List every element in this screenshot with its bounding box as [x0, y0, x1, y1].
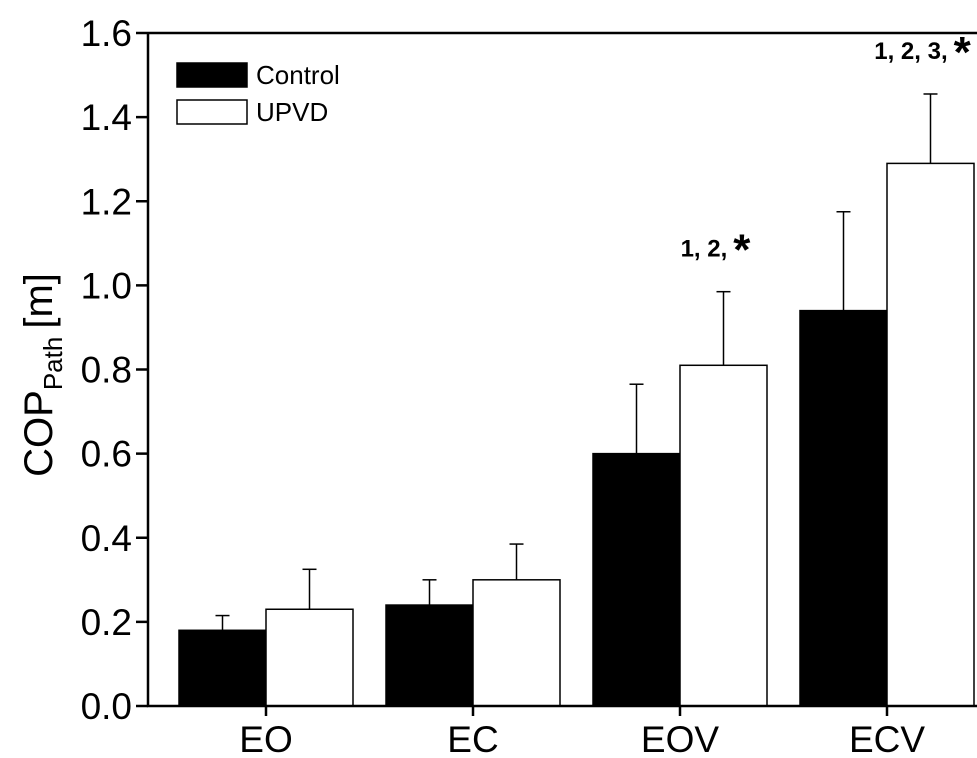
bar-upvd-ec — [472, 579, 561, 707]
significance-annotations: 1, 2, *1, 2, 3, * — [681, 28, 972, 275]
y-tick-label: 1.2 — [81, 181, 132, 222]
y-axis-label-main: COP — [17, 390, 61, 477]
y-tick-label: 0.2 — [81, 602, 132, 643]
y-tick-label: 1.0 — [81, 265, 132, 306]
bars — [178, 162, 975, 707]
bar-control-eov — [592, 452, 681, 707]
legend-swatch-control — [176, 62, 248, 88]
plot-frame — [146, 31, 977, 708]
y-tick-label: 0.6 — [81, 434, 132, 475]
y-axis-label: COPPath [m] — [17, 273, 68, 477]
axis-ticks: 0.0 0.2 0.4 0.6 0.8 1.0 1.2 1.4 1.6 EO EC EOV ECV — [81, 13, 926, 758]
x-tick-label: ECV — [849, 719, 925, 758]
y-axis-label-subscript: Path — [38, 337, 68, 391]
asterisk-icon: * — [733, 226, 751, 275]
legend-label-control: Control — [256, 60, 340, 90]
y-tick-label: 0.0 — [81, 686, 132, 727]
y-tick-label: 0.4 — [81, 518, 132, 559]
x-tick-label: EOV — [641, 719, 719, 758]
bar-upvd-eo — [265, 608, 354, 707]
y-tick-label: 0.8 — [81, 350, 132, 391]
significance-annotation: 1, 2, * — [681, 226, 752, 275]
y-axis-label-unit: [m] — [17, 273, 61, 329]
bar-upvd-eov — [679, 364, 768, 707]
bar-control-eo — [178, 629, 267, 707]
bar-control-ec — [385, 604, 474, 707]
annotation-text: 1, 2, — [681, 236, 728, 263]
annotation-text: 1, 2, 3, — [874, 38, 947, 65]
legend: Control UPVD — [176, 60, 340, 127]
significance-annotation: 1, 2, 3, * — [874, 28, 971, 77]
error-bars — [215, 93, 938, 631]
asterisk-icon: * — [954, 28, 972, 77]
bar-control-ecv — [799, 309, 888, 707]
x-tick-label: EC — [447, 719, 498, 758]
legend-label-upvd: UPVD — [256, 97, 328, 127]
bar-upvd-ecv — [886, 162, 975, 707]
x-tick-label: EO — [239, 719, 292, 758]
y-tick-label: 1.4 — [81, 97, 132, 138]
legend-swatch-upvd — [176, 99, 248, 125]
y-tick-label: 1.6 — [81, 13, 132, 54]
